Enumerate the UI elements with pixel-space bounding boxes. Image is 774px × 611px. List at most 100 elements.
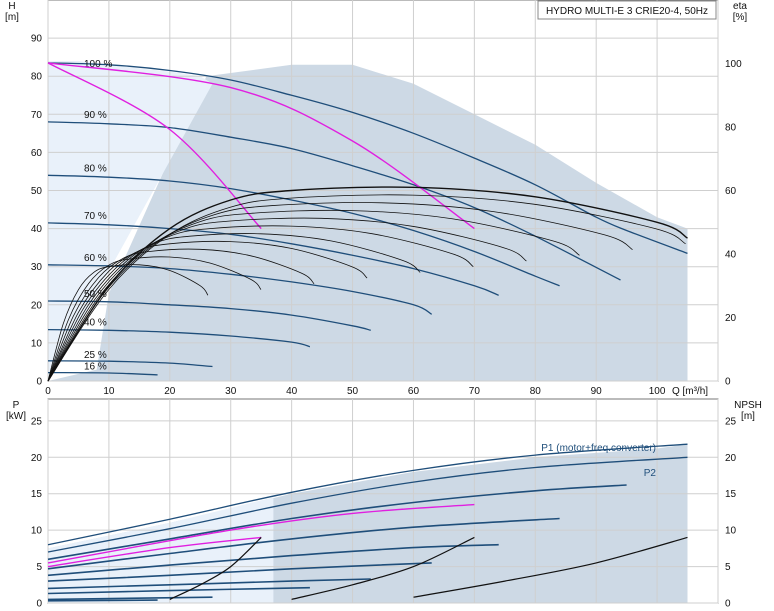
upper-curves: 100 %90 %80 %70 %60 %50 %40 %25 %16 % — [47, 59, 688, 382]
speed-label: 60 % — [84, 253, 107, 264]
lower-y-right-tick: 15 — [725, 489, 737, 500]
upper-y-left-tick: 90 — [31, 34, 43, 45]
speed-label: 90 % — [84, 110, 107, 121]
lower-y-left-label: P — [13, 400, 20, 411]
lower-curves — [47, 443, 688, 602]
speed-label: 25 % — [84, 350, 107, 361]
x-tick-label: 0 — [45, 386, 51, 397]
lower-y-left-tick: 15 — [31, 489, 43, 500]
power-curve — [47, 578, 371, 590]
npsh-curve — [169, 536, 262, 600]
speed-label: 16 % — [84, 362, 107, 373]
eta-curve — [47, 233, 421, 382]
speed-label: 80 % — [84, 163, 107, 174]
lower-y-right-label: NPSH — [734, 400, 762, 411]
upper-y-left-tick: 50 — [31, 186, 43, 197]
lower-y-left-tick: 10 — [31, 526, 43, 537]
power-curve — [47, 456, 688, 553]
x-tick-label: 100 — [649, 386, 666, 397]
lower-y-left-tick: 5 — [36, 562, 42, 573]
lower-grid — [47, 399, 719, 604]
lower-y-right-tick: 10 — [725, 526, 737, 537]
lower-operating-area — [48, 444, 688, 603]
npsh-curve — [413, 536, 688, 598]
upper-y-left-tick: 70 — [31, 110, 43, 121]
upper-y-right-tick: 0 — [725, 377, 731, 388]
upper-y-left-unit: [m] — [5, 12, 19, 23]
eta-curve — [47, 264, 209, 382]
lower-y-right-tick: 20 — [725, 453, 737, 464]
speed-label: 40 % — [84, 318, 107, 329]
lower-y-left-tick: 25 — [31, 416, 43, 427]
upper-y-left-tick: 10 — [31, 338, 43, 349]
lower-y-right-tick: 0 — [725, 599, 731, 610]
upper-y-right-tick: 60 — [725, 186, 737, 197]
upper-y-left-tick: 30 — [31, 262, 43, 273]
upper-y-left-label: H — [8, 1, 15, 12]
p2-label: P2 — [644, 468, 657, 479]
x-tick-label: 90 — [591, 386, 603, 397]
eta-curve — [47, 240, 368, 382]
lower-y-right-tick: 5 — [725, 562, 731, 573]
speed-curve — [47, 300, 371, 331]
upper-area-shape — [48, 64, 688, 382]
power-curve — [47, 596, 213, 601]
upper-grid — [47, 0, 719, 382]
x-tick-label: 20 — [164, 386, 176, 397]
lower-y-left-tick: 0 — [36, 599, 42, 610]
power-curve — [47, 443, 688, 546]
upper-y-left-tick: 20 — [31, 300, 43, 311]
speed-curve — [47, 121, 621, 281]
x-tick-label: 30 — [225, 386, 237, 397]
upper-y-right-tick: 100 — [725, 59, 742, 70]
lower-y-left-tick: 20 — [31, 453, 43, 464]
power-curve — [47, 562, 432, 582]
eta-curve — [47, 217, 527, 382]
power-curve — [47, 517, 560, 570]
upper-y-left-tick: 80 — [31, 72, 43, 83]
system-power-curve — [47, 536, 262, 568]
speed-curve — [47, 371, 158, 376]
tick-labels: 0 10 20 30 40 50 60 70 80 90 100010203040506070809… — [31, 34, 742, 610]
upper-y-right-tick: 20 — [725, 313, 737, 324]
lower-y-left-unit: [kW] — [6, 411, 26, 422]
eta-curve — [47, 194, 686, 382]
upper-y-left-tick: 0 — [36, 377, 42, 388]
eta-curve — [47, 225, 474, 382]
speed-curve — [47, 360, 213, 368]
lower-y-right-unit: [m] — [741, 411, 755, 422]
upper-y-right-tick: 80 — [725, 123, 737, 134]
upper-y-left-tick: 60 — [31, 148, 43, 159]
power-curve — [47, 599, 158, 602]
eta-curve-max — [47, 186, 688, 382]
speed-curve — [47, 174, 560, 287]
title-box — [537, 0, 717, 20]
speed-label: 70 % — [84, 211, 107, 222]
upper-y-right-label: eta — [733, 1, 747, 12]
eta-curve — [47, 202, 633, 382]
x-tick-label: 60 — [408, 386, 420, 397]
chart-title: HYDRO MULTI-E 3 CRIE20-4, 50Hz — [546, 6, 708, 17]
x-tick-label: 40 — [286, 386, 298, 397]
speed-curve — [47, 328, 311, 348]
eta-curve — [47, 209, 580, 382]
npsh-curve — [291, 536, 475, 600]
upper-y-right-tick: 40 — [725, 250, 737, 261]
upper-y-right-unit: [%] — [733, 12, 748, 23]
x-tick-label: 70 — [469, 386, 481, 397]
lower-y-right-tick: 25 — [725, 416, 737, 427]
upper-y-left-tick: 40 — [31, 224, 43, 235]
power-curve — [47, 586, 310, 595]
p1-label: P1 (motor+freq.converter) — [541, 443, 656, 454]
power-curve — [47, 543, 499, 577]
x-tick-label: 80 — [530, 386, 542, 397]
speed-curve — [47, 62, 688, 255]
x-tick-label: 50 — [347, 386, 359, 397]
lower-light-region — [48, 497, 274, 603]
system-power-curve — [47, 503, 475, 564]
x-axis-unit: Q [m³/h] — [672, 386, 708, 397]
speed-label: 100 % — [84, 59, 112, 70]
speed-curve — [47, 222, 499, 296]
eta-curve — [47, 248, 315, 382]
